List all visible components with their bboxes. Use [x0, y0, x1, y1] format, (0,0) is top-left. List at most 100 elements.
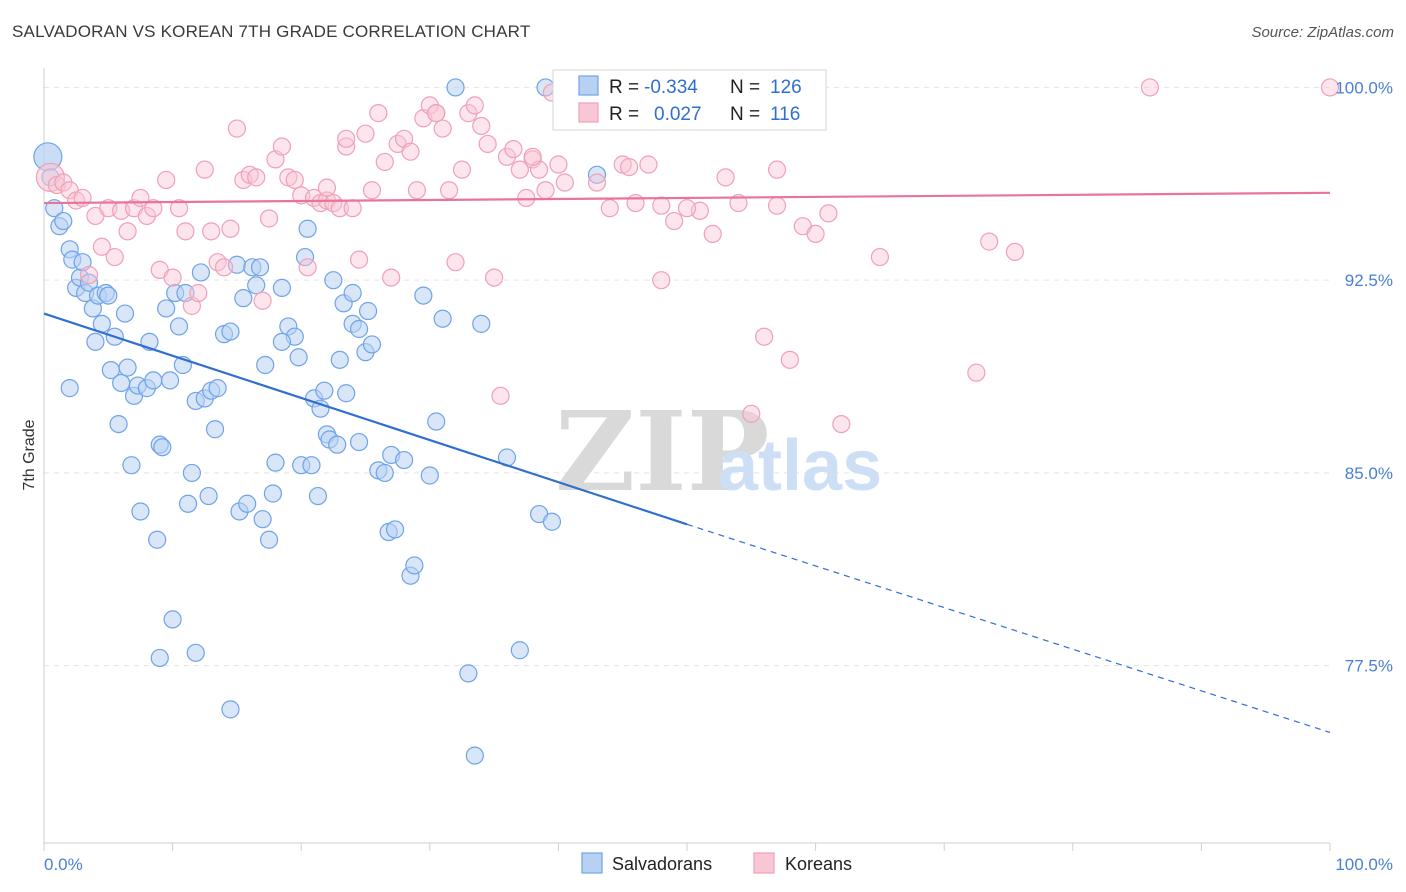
salvadorans-point [186, 643, 205, 662]
salvadorans-point [324, 271, 343, 290]
y-tick-labels: 77.5% 85.0% 92.5% 100.0% [1335, 78, 1393, 675]
koreans-point [870, 247, 890, 267]
koreans-point [214, 258, 234, 277]
koreans-point [472, 116, 491, 136]
koreans-point [401, 142, 420, 161]
koreans-point [716, 168, 735, 187]
koreans-point [433, 119, 452, 138]
koreans-point [272, 137, 292, 156]
salvadorans-point [150, 648, 169, 668]
salvadorans-point [358, 301, 378, 321]
salvadorans-point [349, 432, 369, 452]
koreans-point [517, 188, 536, 208]
salvadorans-point [266, 453, 285, 472]
salvadorans-point [169, 317, 189, 336]
legend-n-label-2: N = [730, 104, 760, 125]
koreans-point [549, 155, 568, 174]
koreans-point [92, 237, 111, 256]
salvadorans-point [510, 641, 529, 660]
y-tick-label-0: 77.5% [1345, 657, 1393, 676]
salvadorans-point [295, 247, 315, 267]
koreans-point [369, 104, 388, 123]
koreans-point [677, 199, 697, 218]
salvadorans-point [385, 520, 405, 539]
koreans-point [79, 265, 99, 285]
koreans-point [626, 193, 645, 213]
koreans-point [407, 181, 427, 200]
legend-r-label-1: R = [609, 77, 639, 98]
koreans-point [169, 199, 189, 218]
salvadorans-point [238, 494, 257, 513]
legend-top: R = -0.334 N = 126 R = 0.027 N = 116 [552, 69, 827, 131]
salvadorans-point [343, 283, 362, 303]
koreans-point [767, 160, 787, 179]
salvadorans-point [362, 335, 382, 354]
watermark-atlas: atlas [718, 426, 882, 506]
koreans-point [555, 173, 574, 192]
koreans-point [202, 222, 221, 241]
salvadorans-point [199, 486, 218, 506]
salvadorans-point [256, 355, 275, 375]
legend-r-value-1: -0.334 [644, 77, 698, 98]
salvadorans-trend-line [43, 312, 688, 526]
salvadorans-point [60, 379, 79, 398]
salvadorans-point [221, 322, 240, 341]
salvadorans-point [221, 700, 240, 719]
koreans-point [317, 178, 337, 197]
koreans-point [337, 129, 356, 148]
salvadorans-point [289, 348, 308, 367]
koreans-point [587, 173, 607, 192]
koreans-point [189, 283, 208, 303]
salvadorans-point [465, 746, 484, 765]
koreans-point [439, 181, 459, 200]
koreans-point [105, 247, 124, 267]
koreans-point [163, 268, 182, 287]
salvadorans-point [337, 384, 356, 403]
source-note: Source: ZipAtlas.com [1251, 24, 1394, 41]
koreans-point [465, 96, 484, 115]
watermark: ZIP atlas [555, 387, 882, 516]
salvadorans-point [263, 484, 283, 503]
salvadorans-point [234, 289, 253, 308]
salvadorans-point [302, 456, 321, 475]
salvadorans-point [459, 664, 478, 683]
koreans-point [806, 224, 825, 244]
salvadorans-point [131, 502, 150, 521]
koreans-point [767, 196, 787, 215]
koreans-point [221, 219, 240, 238]
salvadorans-point [99, 286, 118, 305]
salvadorans-point [253, 510, 272, 529]
koreans-point [652, 196, 671, 215]
salvadorans-point [115, 304, 135, 323]
salvadorans-point [250, 258, 270, 277]
legend-bottom-label-salvadorans: Salvadorans [612, 854, 712, 874]
koreans-point [652, 271, 671, 290]
koreans-point [832, 414, 851, 434]
salvadorans-point [315, 381, 334, 400]
salvadorans-point [328, 435, 347, 454]
koreans-point [157, 170, 176, 190]
koreans-point [639, 155, 658, 174]
salvadorans-point [259, 530, 279, 549]
koreans-point [446, 253, 465, 272]
y-tick-label-2: 92.5% [1345, 271, 1393, 290]
koreans-point [491, 386, 510, 405]
koreans-point [819, 204, 838, 223]
koreans-point [247, 168, 266, 187]
salvadorans-point [414, 286, 433, 305]
legend-bottom-swatch-salvadorans [581, 852, 603, 874]
salvadorans-point [542, 512, 562, 531]
x-tick-label-min: 0.0% [44, 855, 83, 874]
salvadorans-point [587, 165, 607, 184]
salvadorans-point [118, 358, 137, 377]
koreans-point [485, 268, 504, 287]
koreans-point [755, 327, 774, 346]
koreans-point [259, 209, 279, 228]
salvadorans-point [153, 438, 172, 457]
legend-bottom-swatch-koreans [753, 852, 775, 874]
legend-n-value-1: 126 [770, 77, 802, 98]
salvadorans-trend-extension [686, 523, 1331, 734]
salvadorans-point [163, 610, 182, 629]
koreans-point [176, 222, 195, 241]
